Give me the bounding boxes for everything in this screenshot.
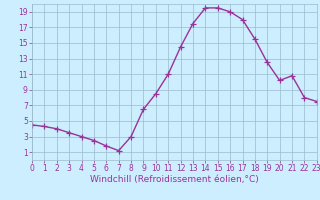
- X-axis label: Windchill (Refroidissement éolien,°C): Windchill (Refroidissement éolien,°C): [90, 175, 259, 184]
